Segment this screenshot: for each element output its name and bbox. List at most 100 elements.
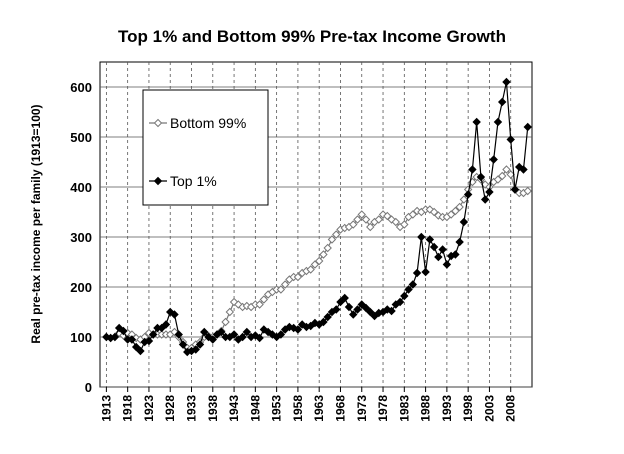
data-point bbox=[340, 293, 349, 303]
data-point bbox=[332, 230, 341, 239]
data-point bbox=[485, 187, 494, 197]
chart-title: Top 1% and Bottom 99% Pre-tax Income Gro… bbox=[118, 27, 506, 46]
data-point bbox=[229, 330, 239, 339]
x-tick-label: 1973 bbox=[355, 395, 369, 422]
data-point bbox=[459, 195, 469, 204]
data-point bbox=[502, 77, 511, 87]
data-point bbox=[110, 332, 120, 342]
data-point bbox=[438, 245, 447, 254]
y-tick-label: 0 bbox=[85, 380, 92, 395]
data-point bbox=[114, 323, 124, 333]
x-tick-label: 1988 bbox=[419, 395, 433, 422]
data-point bbox=[166, 307, 175, 317]
data-point bbox=[510, 185, 520, 194]
data-point bbox=[200, 327, 209, 337]
data-point bbox=[387, 306, 396, 316]
data-point bbox=[349, 220, 358, 229]
data-point bbox=[306, 265, 315, 274]
data-point bbox=[429, 242, 439, 252]
data-point bbox=[319, 317, 328, 327]
data-point bbox=[225, 307, 235, 317]
x-tick-label: 1923 bbox=[142, 395, 156, 422]
data-point bbox=[319, 250, 328, 259]
data-point bbox=[395, 297, 405, 307]
x-tick-label: 1948 bbox=[248, 395, 262, 422]
data-point bbox=[353, 215, 362, 224]
data-point bbox=[506, 135, 515, 144]
data-point bbox=[136, 346, 145, 356]
data-point bbox=[174, 330, 183, 339]
data-point bbox=[489, 155, 498, 164]
data-point bbox=[408, 280, 418, 289]
data-point bbox=[178, 340, 188, 349]
data-point bbox=[127, 335, 137, 344]
y-tick-label: 200 bbox=[70, 280, 92, 295]
data-point bbox=[280, 280, 290, 289]
x-tick-label: 1968 bbox=[333, 395, 347, 422]
data-point bbox=[238, 332, 247, 342]
data-point bbox=[259, 295, 269, 304]
legend: Bottom 99% Top 1% bbox=[142, 89, 269, 206]
data-point bbox=[429, 207, 439, 217]
data-point bbox=[480, 195, 490, 204]
x-tick-label: 1938 bbox=[206, 395, 220, 422]
data-point bbox=[442, 260, 452, 269]
data-point bbox=[131, 342, 141, 352]
y-tick-label: 500 bbox=[70, 130, 92, 145]
data-point bbox=[221, 317, 230, 327]
data-point bbox=[361, 215, 371, 224]
legend-swatch bbox=[153, 176, 163, 186]
data-point bbox=[404, 285, 413, 294]
legend-box bbox=[142, 89, 269, 206]
x-tick-label: 1978 bbox=[376, 395, 390, 422]
data-point bbox=[493, 117, 503, 127]
data-point bbox=[119, 326, 128, 336]
data-point bbox=[327, 235, 337, 244]
x-tick-label: 1998 bbox=[461, 395, 475, 422]
data-point bbox=[463, 190, 473, 199]
data-point bbox=[468, 165, 477, 174]
x-tick-label: 1913 bbox=[99, 395, 113, 422]
data-point bbox=[515, 162, 524, 172]
x-tick-label: 2003 bbox=[482, 395, 496, 422]
data-point bbox=[170, 310, 179, 319]
data-point bbox=[476, 172, 486, 182]
data-point bbox=[242, 327, 252, 337]
data-point bbox=[472, 117, 481, 127]
x-tick-label: 1963 bbox=[312, 395, 326, 422]
data-point bbox=[336, 297, 345, 307]
data-point bbox=[293, 272, 303, 282]
data-point bbox=[493, 175, 503, 184]
data-point bbox=[161, 320, 171, 329]
data-point bbox=[366, 307, 375, 317]
y-tick-label: 100 bbox=[70, 330, 92, 345]
data-point bbox=[497, 97, 507, 107]
legend-label: Bottom 99% bbox=[170, 115, 246, 131]
x-tick-label: 2008 bbox=[504, 395, 518, 422]
data-point bbox=[455, 237, 464, 247]
data-point bbox=[170, 327, 179, 337]
data-point bbox=[374, 215, 383, 224]
data-point bbox=[229, 297, 239, 307]
data-point bbox=[387, 215, 396, 224]
data-point bbox=[344, 302, 354, 312]
x-tick-label: 1953 bbox=[270, 395, 284, 422]
data-point bbox=[421, 267, 430, 277]
data-point bbox=[191, 345, 200, 354]
data-point bbox=[425, 235, 435, 244]
data-point bbox=[434, 211, 443, 220]
data-point bbox=[157, 323, 166, 333]
y-tick-label: 600 bbox=[70, 80, 92, 95]
data-point bbox=[523, 122, 532, 132]
x-tick-label: 1933 bbox=[185, 395, 199, 422]
data-point bbox=[451, 206, 460, 216]
data-point bbox=[276, 285, 286, 294]
data-point bbox=[332, 305, 341, 314]
x-tick-label: 1993 bbox=[440, 395, 454, 422]
data-point bbox=[412, 268, 422, 278]
legend-label: Top 1% bbox=[170, 173, 217, 189]
data-point bbox=[383, 211, 392, 221]
data-point bbox=[251, 331, 260, 340]
data-point bbox=[276, 330, 286, 339]
data-point bbox=[502, 165, 511, 174]
